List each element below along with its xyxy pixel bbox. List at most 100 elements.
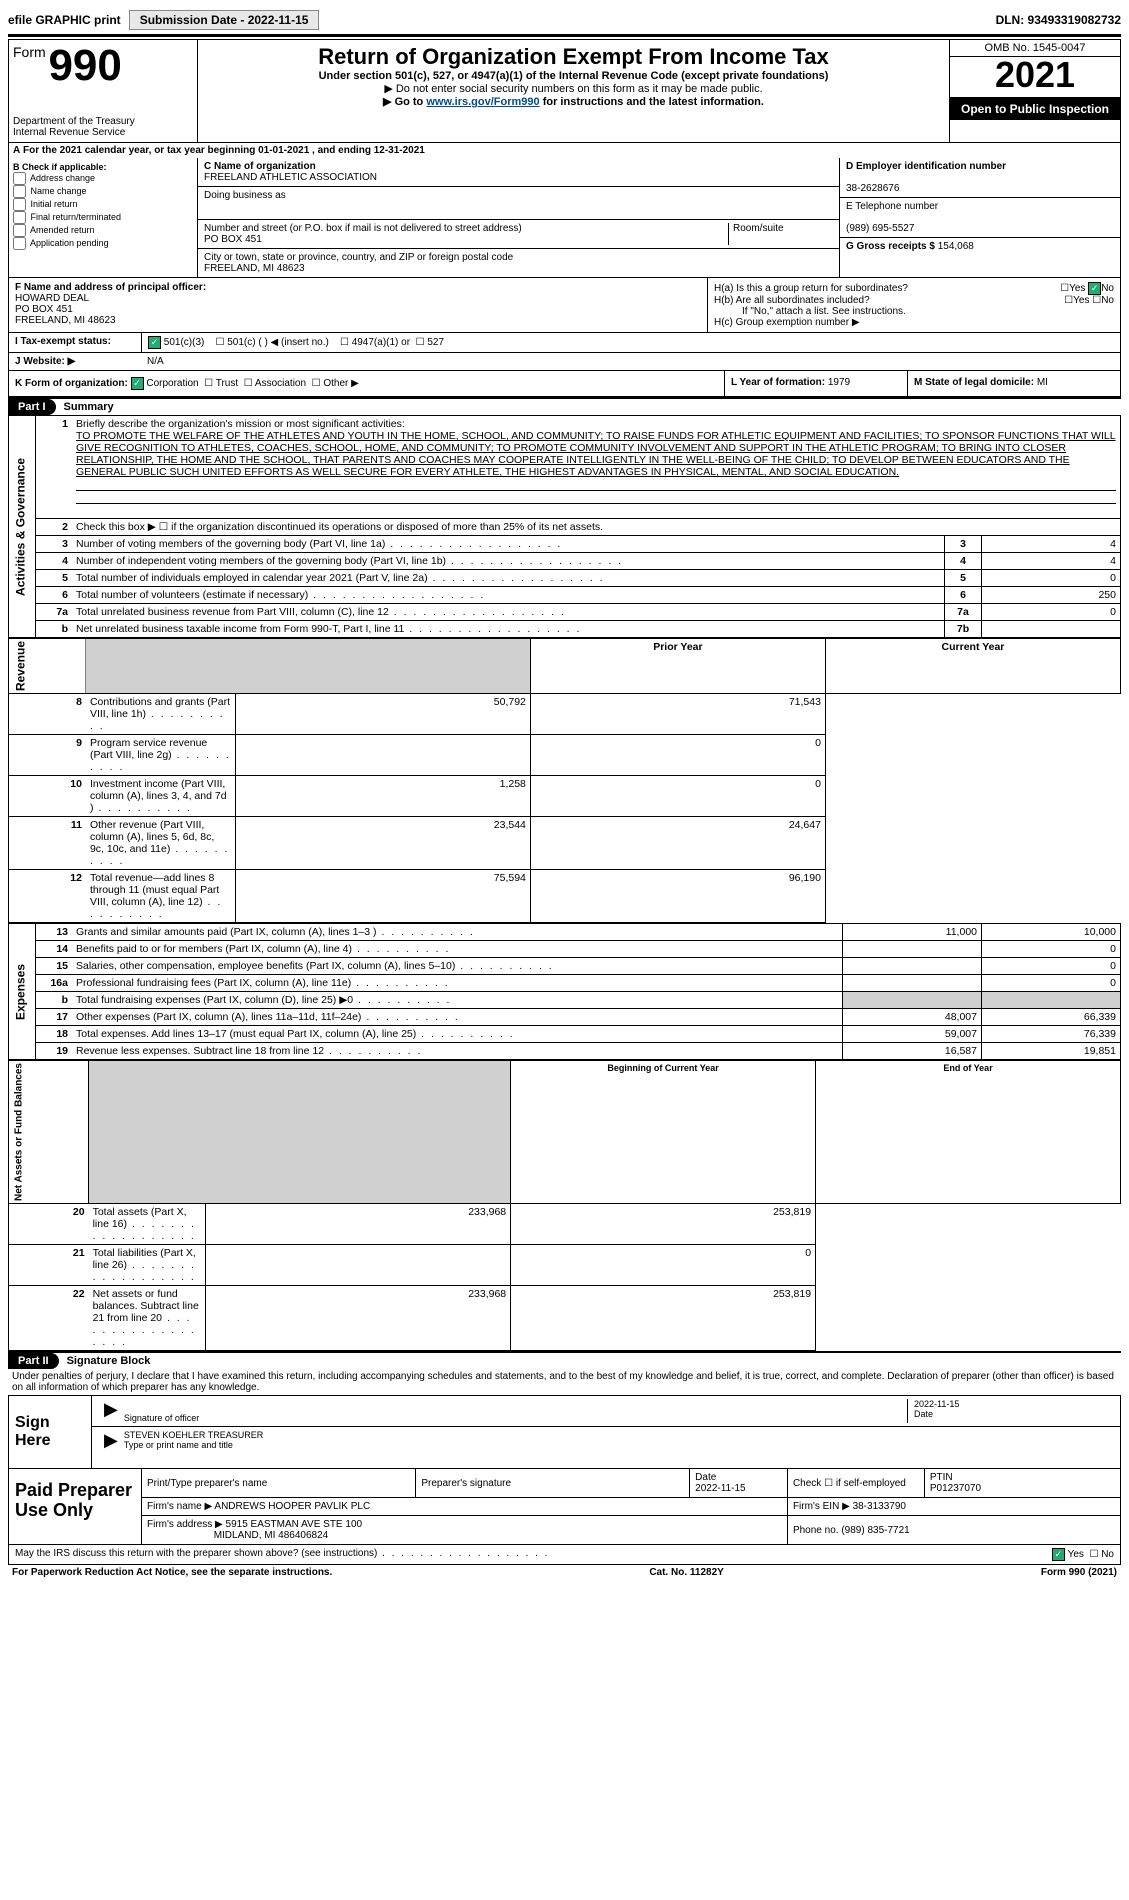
v3: 4 xyxy=(982,536,1121,553)
m-label: M State of legal domicile: xyxy=(914,377,1034,388)
website-row: J Website: ▶ N/A xyxy=(8,353,1121,371)
sig-date-label: Date xyxy=(914,1409,933,1419)
q7b: Net unrelated business taxable income fr… xyxy=(76,623,581,635)
chk-501c3 xyxy=(148,336,161,349)
hb-label: H(b) Are all subordinates included? xyxy=(714,295,1064,306)
dba-label: Doing business as xyxy=(204,190,286,201)
lbl-initial: Initial return xyxy=(31,199,78,209)
phone-val: (989) 695-5527 xyxy=(846,223,914,234)
chk-final-return[interactable] xyxy=(13,211,26,224)
form990-link[interactable]: www.irs.gov/Form990 xyxy=(426,96,539,108)
calendar-year-text: For the 2021 calendar year, or tax year … xyxy=(23,145,425,156)
form-title: Return of Organization Exempt From Incom… xyxy=(202,44,945,70)
l-label: L Year of formation: xyxy=(731,377,825,388)
lbl-name-change: Name change xyxy=(31,186,87,196)
part1-header: Part I Summary xyxy=(8,397,1121,415)
sig-arrow-icon: ▶ xyxy=(98,1399,124,1423)
v7a: 0 xyxy=(982,604,1121,621)
street-val: PO BOX 451 xyxy=(204,234,262,245)
sig-arrow-icon-2: ▶ xyxy=(98,1430,124,1451)
chk-corp xyxy=(131,377,144,390)
ptin-val: P01237070 xyxy=(930,1483,981,1494)
chk-address-change[interactable] xyxy=(13,172,26,185)
declaration: Under penalties of perjury, I declare th… xyxy=(8,1369,1121,1395)
q3: Number of voting members of the governin… xyxy=(76,538,562,550)
part2-badge: Part II xyxy=(8,1353,59,1369)
prep-h2: Preparer's signature xyxy=(416,1469,690,1498)
f-label: F Name and address of principal officer: xyxy=(15,282,206,293)
preparer-block: Paid Preparer Use Only Print/Type prepar… xyxy=(8,1469,1121,1545)
firm-addr: 5915 EASTMAN AVE STE 100 xyxy=(226,1519,363,1530)
submission-date-button[interactable]: Submission Date - 2022-11-15 xyxy=(129,10,320,30)
discuss-yes: Yes xyxy=(1068,1549,1084,1560)
lbl-final: Final return/terminated xyxy=(31,212,122,222)
officer-row: F Name and address of principal officer:… xyxy=(8,278,1121,333)
officer-addr1: PO BOX 451 xyxy=(15,304,73,315)
pra-notice: For Paperwork Reduction Act Notice, see … xyxy=(12,1567,332,1578)
officer-name: HOWARD DEAL xyxy=(15,293,89,304)
subtitle-3-post: for instructions and the latest informat… xyxy=(543,96,764,108)
mission-text: TO PROMOTE THE WELFARE OF THE ATHLETES A… xyxy=(76,430,1116,478)
chk-name-change[interactable] xyxy=(13,185,26,198)
chk-app-pending[interactable] xyxy=(13,237,26,250)
d-label: D Employer identification number xyxy=(846,161,1006,172)
hb-yes: Yes xyxy=(1073,295,1089,306)
ha-label: H(a) Is this a group return for subordin… xyxy=(714,283,1060,294)
lbl-corp: Corporation xyxy=(146,378,198,389)
q7a: Total unrelated business revenue from Pa… xyxy=(76,606,566,618)
lbl-other: Other ▶ xyxy=(323,378,358,389)
firm-ein: 38-3133790 xyxy=(853,1501,906,1512)
city-label: City or town, state or province, country… xyxy=(204,252,513,263)
sig-date-val: 2022-11-15 xyxy=(914,1399,959,1409)
g-label: G Gross receipts $ xyxy=(846,241,935,252)
firm-phone-label: Phone no. xyxy=(793,1525,839,1536)
summary-table: Activities & Governance 1 Briefly descri… xyxy=(8,415,1121,638)
officer-addr2: FREELAND, MI 48623 xyxy=(15,315,116,326)
lbl-trust: Trust xyxy=(216,378,238,389)
discuss-no: No xyxy=(1101,1549,1114,1560)
firm-addr2: MIDLAND, MI 486406824 xyxy=(214,1530,329,1541)
subtitle-3-pre: ▶ Go to xyxy=(383,96,426,108)
part1-badge: Part I xyxy=(8,399,56,415)
q4: Number of independent voting members of … xyxy=(76,555,623,567)
revenue-table: Revenue Prior Year Current Year 8Contrib… xyxy=(8,638,1121,923)
prep-h4: Check ☐ if self-employed xyxy=(787,1469,924,1498)
dept-treasury: Department of the Treasury xyxy=(13,116,193,127)
tax-status-row: I Tax-exempt status: 501(c)(3) ☐ 501(c) … xyxy=(8,333,1121,353)
preparer-label: Paid Preparer Use Only xyxy=(9,1469,142,1544)
lbl-527: 527 xyxy=(427,337,444,348)
open-public-badge: Open to Public Inspection xyxy=(950,98,1120,120)
l-val: 1979 xyxy=(828,377,850,388)
ha-no-chk xyxy=(1088,282,1101,295)
b-label: B Check if applicable: xyxy=(13,162,107,172)
chk-initial-return[interactable] xyxy=(13,198,26,211)
type-print-label: Type or print name and title xyxy=(124,1440,233,1450)
q5: Total number of individuals employed in … xyxy=(76,572,605,584)
c-label: C Name of organization xyxy=(204,161,316,172)
sign-here-label: Sign Here xyxy=(9,1396,92,1468)
gross-val: 154,068 xyxy=(938,241,974,252)
lbl-amended: Amended return xyxy=(30,225,95,235)
efile-label: efile GRAPHIC print xyxy=(8,13,121,27)
hb-note: If "No," attach a list. See instructions… xyxy=(714,306,1114,317)
officer-printed: STEVEN KOEHLER TREASURER xyxy=(124,1430,263,1440)
lbl-501c: 501(c) ( ) ◀ (insert no.) xyxy=(227,337,329,348)
discuss-row: May the IRS discuss this return with the… xyxy=(8,1545,1121,1565)
lbl-addr-change: Address change xyxy=(30,173,95,183)
calendar-year-line: A For the 2021 calendar year, or tax yea… xyxy=(8,143,1121,158)
firm-phone: (989) 835-7721 xyxy=(841,1525,909,1536)
q1-label: Briefly describe the organization's miss… xyxy=(76,418,405,430)
sig-officer-label: Signature of officer xyxy=(124,1413,199,1423)
netassets-table: Net Assets or Fund Balances Beginning of… xyxy=(8,1060,1121,1351)
ein-val: 38-2628676 xyxy=(846,183,899,194)
chk-amended-return[interactable] xyxy=(13,224,26,237)
lbl-app-pending: Application pending xyxy=(30,238,109,248)
tax-year: 2021 xyxy=(950,57,1120,98)
top-bar: efile GRAPHIC print Submission Date - 20… xyxy=(8,8,1121,32)
k-label: K Form of organization: xyxy=(15,378,128,389)
firm-ein-label: Firm's EIN ▶ xyxy=(793,1501,850,1512)
h-end: End of Year xyxy=(816,1061,1121,1204)
side-governance: Activities & Governance xyxy=(9,416,36,638)
lbl-4947: 4947(a)(1) or xyxy=(352,337,410,348)
ha-yes: Yes xyxy=(1069,283,1085,294)
